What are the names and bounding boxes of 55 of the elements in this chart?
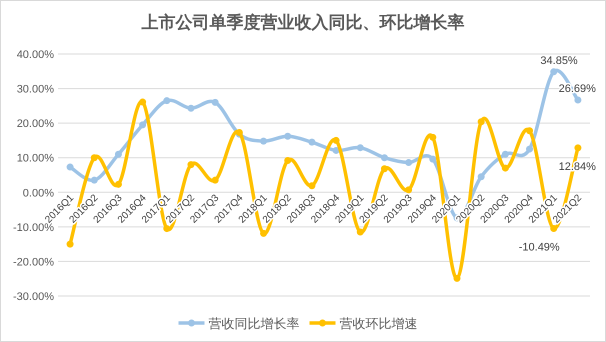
legend-label: 营收环比增速 bbox=[340, 316, 418, 331]
point bbox=[139, 98, 146, 106]
point bbox=[454, 274, 460, 282]
point bbox=[308, 138, 316, 146]
y-tick-label: 10.00% bbox=[16, 152, 54, 165]
point bbox=[90, 176, 98, 184]
point bbox=[550, 225, 558, 232]
y-tick-label: -10.00% bbox=[13, 222, 54, 234]
y-tick-label: 0.00% bbox=[22, 187, 54, 200]
point bbox=[502, 164, 509, 172]
point bbox=[429, 134, 436, 141]
point bbox=[163, 97, 170, 104]
y-tick-label: -20.00% bbox=[13, 256, 54, 268]
point bbox=[66, 164, 74, 171]
point bbox=[188, 161, 194, 168]
point bbox=[260, 230, 268, 237]
point bbox=[405, 186, 412, 194]
point bbox=[380, 165, 388, 172]
point bbox=[332, 146, 340, 154]
point bbox=[212, 98, 219, 106]
chart-title: 上市公司单季度营业收入同比、环比增长率 bbox=[140, 13, 464, 32]
point bbox=[284, 132, 292, 140]
point bbox=[574, 144, 582, 152]
point bbox=[284, 156, 292, 164]
point bbox=[526, 127, 534, 134]
data-label: 34.85% bbox=[540, 54, 578, 67]
point bbox=[356, 228, 364, 236]
data-label: -10.49% bbox=[518, 242, 560, 254]
point bbox=[478, 118, 485, 126]
point bbox=[356, 144, 364, 152]
y-tick-label: 20.00% bbox=[16, 118, 54, 130]
y-tick-label: 30.00% bbox=[16, 84, 54, 96]
data-label: 26.69% bbox=[558, 83, 596, 96]
point bbox=[114, 150, 122, 158]
point bbox=[188, 104, 194, 112]
legend-label: 营收同比增长率 bbox=[208, 316, 300, 331]
point bbox=[429, 156, 436, 163]
y-tick-label: -30.00% bbox=[13, 291, 54, 303]
y-tick-label: 40.00% bbox=[16, 49, 54, 61]
point bbox=[478, 173, 485, 180]
point bbox=[90, 154, 98, 162]
point bbox=[550, 68, 558, 76]
point bbox=[380, 154, 388, 162]
point bbox=[114, 180, 122, 188]
point bbox=[526, 146, 534, 153]
point bbox=[163, 225, 170, 232]
point bbox=[260, 138, 268, 145]
point bbox=[574, 96, 582, 104]
point bbox=[502, 150, 509, 158]
point bbox=[212, 176, 219, 184]
point bbox=[405, 159, 412, 166]
point bbox=[139, 121, 146, 128]
point bbox=[66, 240, 74, 248]
point bbox=[308, 182, 316, 190]
point bbox=[332, 136, 340, 144]
